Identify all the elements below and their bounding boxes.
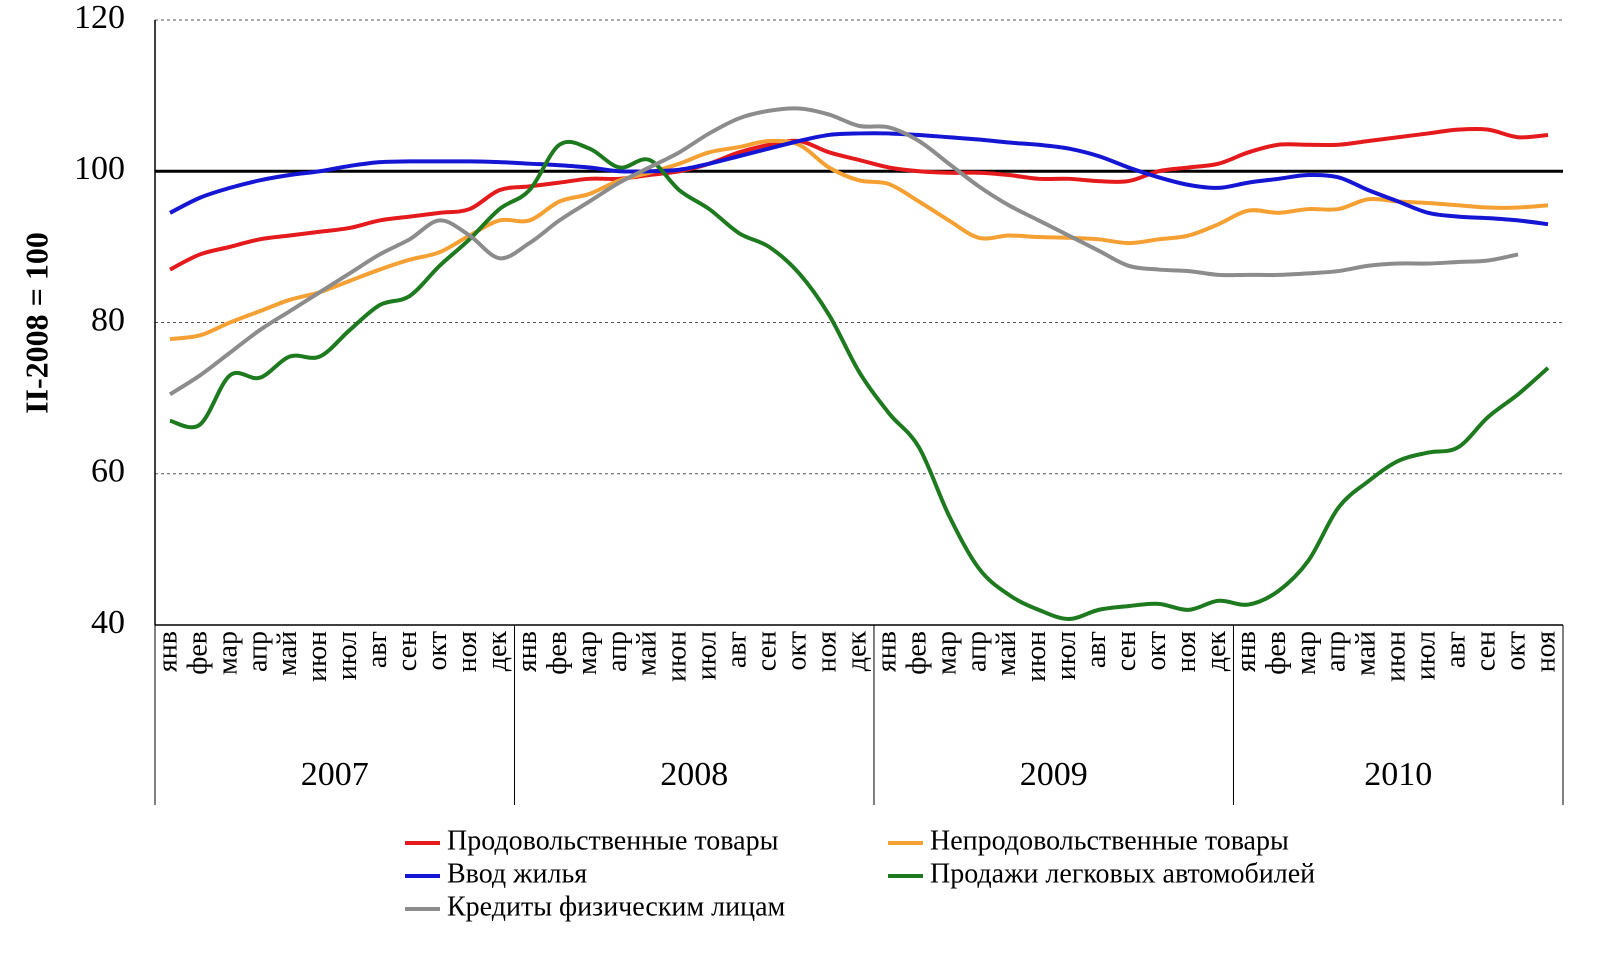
x-tick-label: июн [302, 631, 333, 682]
x-tick-label: ноя [1530, 631, 1561, 672]
y-tick-label: 100 [74, 150, 125, 187]
x-tick-label: июл [1051, 631, 1082, 680]
year-label: 2008 [660, 756, 728, 793]
x-tick-label: май [272, 631, 303, 676]
x-tick-label: июн [1021, 631, 1052, 682]
x-tick-label: май [1351, 631, 1382, 676]
x-tick-label: окт [782, 631, 813, 670]
x-tick-label: июн [1381, 631, 1412, 682]
x-tick-label: фев [1261, 631, 1292, 675]
x-tick-label: май [632, 631, 663, 676]
x-tick-label: июл [692, 631, 723, 680]
x-tick-label: июн [662, 631, 693, 682]
series-line [168, 106, 1519, 397]
series-line [169, 138, 1549, 342]
x-tick-label: июл [332, 631, 363, 680]
x-tick-label: ноя [811, 631, 842, 672]
x-tick-label: дек [841, 631, 872, 672]
legend-label: Непродовольственные товары [930, 825, 1289, 856]
y-axis-label: II-2008 = 100 [18, 232, 54, 414]
year-label: 2007 [301, 756, 369, 793]
legend-label: Продовольственные товары [447, 825, 779, 856]
y-tick-label: 60 [91, 453, 125, 490]
y-tick-label: 120 [74, 0, 125, 36]
x-tick-label: ноя [1171, 631, 1202, 672]
x-tick-label: авг [1441, 631, 1472, 668]
x-tick-label: янв [1231, 631, 1262, 672]
x-tick-label: янв [152, 631, 183, 672]
x-tick-label: апр [602, 631, 633, 672]
year-label: 2010 [1364, 756, 1432, 793]
legend-label: Ввод жилья [447, 858, 587, 889]
y-tick-label: 40 [91, 604, 125, 641]
x-tick-label: апр [1321, 631, 1352, 672]
x-tick-label: апр [961, 631, 992, 672]
x-tick-label: мар [212, 631, 243, 675]
year-label: 2009 [1020, 756, 1088, 793]
x-tick-label: авг [722, 631, 753, 668]
x-tick-label: май [991, 631, 1022, 676]
x-tick-label: сен [752, 631, 783, 671]
x-tick-label: янв [871, 631, 902, 672]
x-tick-label: сен [1111, 631, 1142, 671]
x-tick-label: сен [392, 631, 423, 671]
x-tick-label: окт [422, 631, 453, 670]
x-tick-label: июл [1411, 631, 1442, 680]
x-tick-label: дек [482, 631, 513, 672]
y-tick-label: 80 [91, 301, 125, 338]
series-line [169, 126, 1549, 272]
x-tick-label: окт [1141, 631, 1172, 670]
x-tick-label: авг [362, 631, 393, 668]
x-tick-label: сен [1471, 631, 1502, 671]
x-tick-label: фев [901, 631, 932, 675]
x-tick-label: мар [1291, 631, 1322, 675]
x-tick-label: фев [542, 631, 573, 675]
x-tick-label: апр [242, 631, 273, 672]
x-tick-label: янв [512, 631, 543, 672]
series-line [169, 139, 1550, 621]
x-tick-label: ноя [452, 631, 483, 672]
x-tick-label: мар [931, 631, 962, 675]
legend-label: Продажи легковых автомобилей [930, 858, 1315, 889]
x-tick-label: окт [1500, 631, 1531, 670]
series-line [169, 131, 1549, 227]
x-tick-label: авг [1081, 631, 1112, 668]
x-tick-label: дек [1201, 631, 1232, 672]
legend-label: Кредиты физическим лицам [447, 891, 785, 922]
x-tick-label: фев [182, 631, 213, 675]
x-tick-label: мар [572, 631, 603, 675]
